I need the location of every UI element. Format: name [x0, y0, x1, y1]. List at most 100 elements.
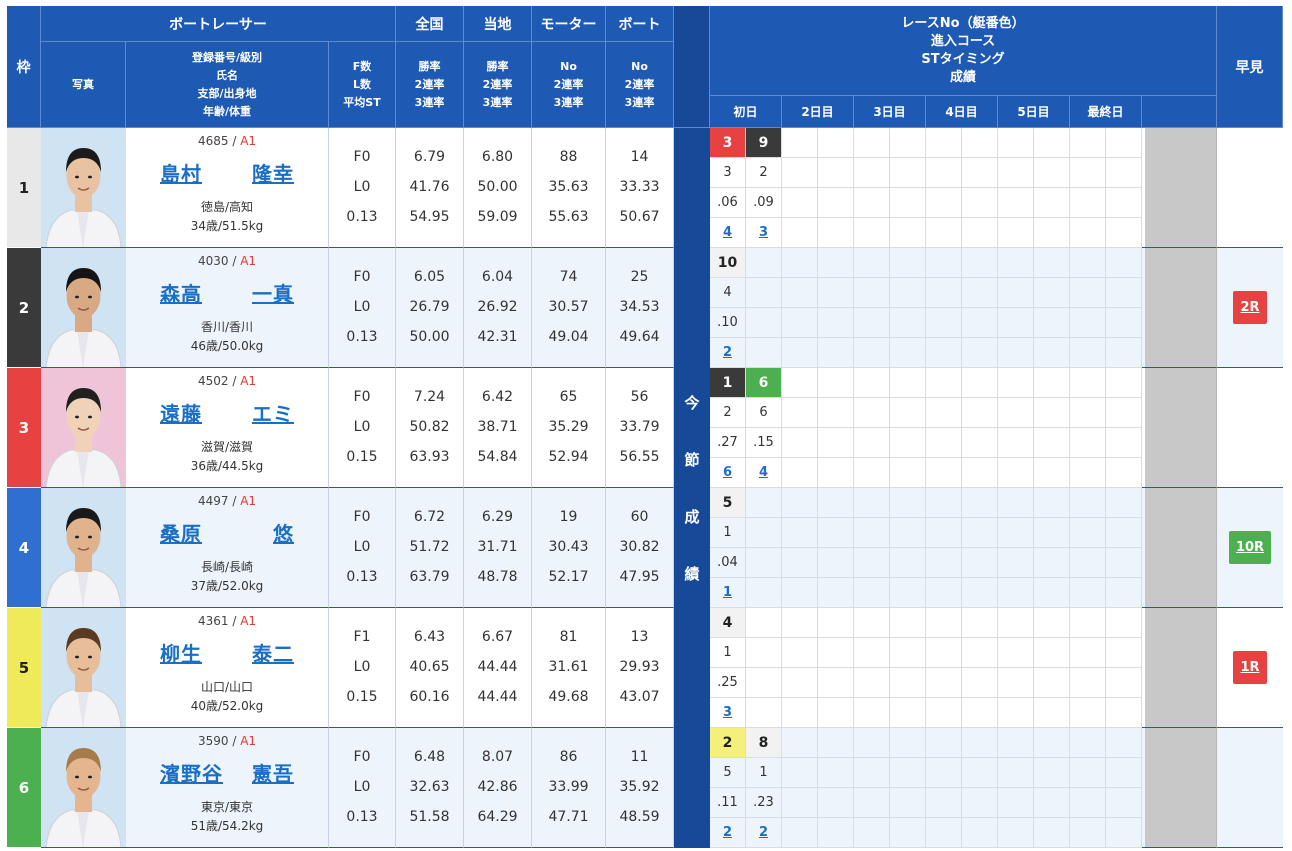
fl-value: F0 — [353, 389, 371, 405]
fl-value: F0 — [353, 269, 371, 285]
result-cell — [854, 188, 890, 218]
result-cell — [926, 788, 962, 818]
result-cell — [926, 308, 962, 338]
result-cell — [962, 128, 998, 158]
zenkoku-stats: 6.43 40.65 60.16 — [396, 608, 464, 728]
result-cell — [998, 608, 1034, 638]
finish-rank-link[interactable]: 2 — [710, 818, 746, 848]
result-cell — [854, 548, 890, 578]
touchi-value: 64.29 — [477, 809, 518, 825]
racer-name-link[interactable]: 島村 隆幸 — [160, 158, 294, 187]
finish-rank-link[interactable]: 3 — [746, 218, 782, 248]
result-cell — [1034, 428, 1070, 458]
zenkoku-value: 6.48 — [413, 749, 446, 765]
result-cell — [962, 518, 998, 548]
motor-stats: 81 31.61 49.68 — [532, 608, 606, 728]
separator: / — [228, 134, 241, 148]
result-cell — [1034, 248, 1070, 278]
result-cell — [818, 488, 854, 518]
result-cell — [890, 218, 926, 248]
result-cell — [818, 398, 854, 428]
result-cell — [1034, 578, 1070, 608]
result-cell — [998, 248, 1034, 278]
st-timing: .27 — [710, 428, 746, 458]
result-cell — [1070, 578, 1106, 608]
zenkoku-value: 50.00 — [409, 329, 450, 345]
motor-stats: 19 30.43 52.17 — [532, 488, 606, 608]
header-zenkoku-sub: 勝率 2連率 3連率 — [396, 42, 464, 128]
result-cell — [890, 488, 926, 518]
race-info-line: 成績 — [949, 69, 976, 85]
hayami-badge[interactable]: 10R — [1228, 531, 1272, 564]
konsetsu-char: 成 — [684, 508, 700, 526]
racer-name-link[interactable]: 森高 一真 — [160, 278, 294, 307]
racer-info: 4685 / A1 島村 隆幸 徳島/高知 34歳/51.5kg — [126, 128, 329, 248]
result-cell — [998, 488, 1034, 518]
finish-rank-link[interactable]: 4 — [746, 458, 782, 488]
result-cell — [854, 368, 890, 398]
header-sub-line: 登録番号/級別 — [191, 50, 263, 64]
boat-value: 56.55 — [619, 449, 660, 465]
touchi-stats: 6.04 26.92 42.31 — [464, 248, 532, 368]
racer-age-weight: 40歳/52.0kg — [190, 699, 264, 713]
day-header: 5日目 — [998, 96, 1070, 128]
hayami-badge[interactable]: 2R — [1233, 291, 1267, 324]
finish-rank-link[interactable]: 2 — [746, 818, 782, 848]
header-sub-line: 勝率 — [486, 59, 509, 73]
result-cell — [1106, 488, 1142, 518]
result-cell — [782, 818, 818, 848]
result-cell — [782, 128, 818, 158]
touchi-value: 50.00 — [477, 179, 518, 195]
result-cell — [998, 398, 1034, 428]
finish-rank-link[interactable]: 2 — [710, 338, 746, 368]
fl-stats: F1 L0 0.15 — [329, 608, 396, 728]
racer-name-link[interactable]: 桑原 悠 — [160, 518, 294, 547]
result-cell — [854, 248, 890, 278]
touchi-value: 6.67 — [481, 629, 514, 645]
result-cell — [854, 728, 890, 758]
day-header-extra — [1142, 96, 1217, 128]
result-cell — [926, 368, 962, 398]
racer-name-link[interactable]: 濱野谷 憲吾 — [160, 758, 294, 787]
result-cell — [926, 188, 962, 218]
race-info-line: STタイミング — [921, 51, 1005, 67]
result-cell — [962, 278, 998, 308]
zenkoku-stats: 6.05 26.79 50.00 — [396, 248, 464, 368]
fl-stats: F0 L0 0.13 — [329, 248, 396, 368]
racer-info: 4497 / A1 桑原 悠長崎/長崎 37歳/52.0kg — [126, 488, 329, 608]
result-cell — [962, 428, 998, 458]
result-cell — [962, 548, 998, 578]
racer-name-link[interactable]: 遠藤 エミ — [160, 398, 294, 427]
result-cell — [854, 218, 890, 248]
header-sub-line: No — [631, 59, 648, 73]
fl-value: 0.15 — [346, 689, 378, 705]
racer-name-link[interactable]: 柳生 泰二 — [160, 638, 294, 667]
result-cell — [890, 428, 926, 458]
result-cell — [926, 638, 962, 668]
result-cell — [746, 518, 782, 548]
fl-value: L0 — [353, 659, 371, 675]
result-cell — [1106, 398, 1142, 428]
motor-value: 31.61 — [548, 659, 589, 675]
result-cell — [782, 488, 818, 518]
racer-branch: 徳島/高知 — [200, 200, 254, 214]
finish-rank-link[interactable]: 6 — [710, 458, 746, 488]
result-cell — [1070, 548, 1106, 578]
result-cell — [998, 728, 1034, 758]
touchi-stats: 6.80 50.00 59.09 — [464, 128, 532, 248]
result-cell — [818, 188, 854, 218]
header-boat-sub: No 2連率 3連率 — [606, 42, 674, 128]
race-number: 4 — [710, 608, 746, 638]
result-cell — [782, 308, 818, 338]
finish-rank-link[interactable]: 4 — [710, 218, 746, 248]
st-timing: .10 — [710, 308, 746, 338]
result-cell — [890, 308, 926, 338]
finish-rank-link[interactable]: 3 — [710, 698, 746, 728]
racer-reg-number: 4502 — [197, 374, 229, 388]
result-cell — [890, 548, 926, 578]
motor-value: 55.63 — [548, 209, 589, 225]
racer-branch: 山口/山口 — [200, 680, 254, 694]
hayami-badge[interactable]: 1R — [1233, 651, 1267, 684]
result-cell — [818, 728, 854, 758]
finish-rank-link[interactable]: 1 — [710, 578, 746, 608]
